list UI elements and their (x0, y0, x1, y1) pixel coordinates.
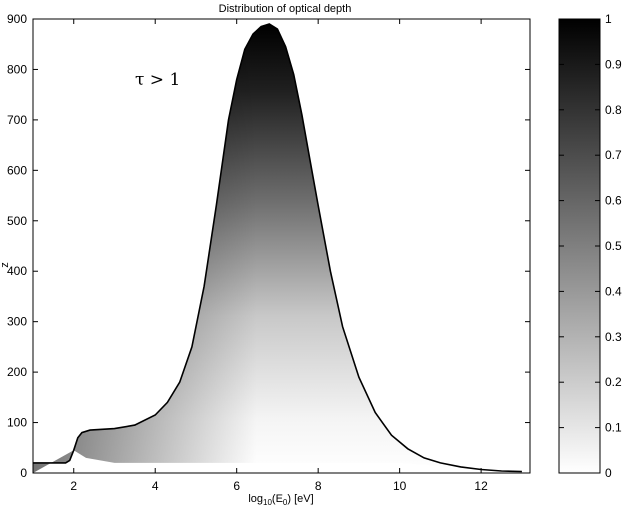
tau-region-shading (33, 24, 530, 473)
y-tick-label: 800 (7, 62, 27, 76)
chart-title: Distribution of optical depth (219, 3, 352, 15)
colorbar-tick-label: 0.4 (605, 284, 622, 298)
y-tick-label: 300 (7, 315, 27, 329)
colorbar-tick-label: 0.2 (605, 375, 622, 389)
y-axis-label: z (0, 262, 11, 268)
y-tick-label: 500 (7, 214, 27, 228)
y-tick-label: 900 (7, 12, 27, 26)
x-axis-ticks: 2 4 6 8 10 12 (70, 19, 488, 493)
colorbar-tick-label: 0.6 (605, 194, 622, 208)
colorbar-tick-label: 0.7 (605, 148, 622, 162)
y-tick-label: 700 (7, 113, 27, 127)
x-tick-label: 8 (315, 479, 322, 493)
colorbar-tick-label: 0.5 (605, 239, 622, 253)
colorbar-ticks: 0 0.1 0.2 0.3 0.4 0.5 0.6 0.7 0.8 0.9 1 (559, 12, 622, 480)
y-axis-ticks: 0 100 200 300 400 500 600 700 800 900 (7, 12, 530, 480)
tau-annotation: τ > 1 (135, 70, 180, 90)
y-tick-label: 100 (7, 416, 27, 430)
colorbar-tick-label: 0.1 (605, 421, 622, 435)
colorbar-tick-label: 0 (605, 466, 612, 480)
x-axis-label: log10(E0) [eV] (248, 493, 313, 507)
tau-boundary-line (33, 23, 522, 473)
y-tick-label: 600 (7, 163, 27, 177)
x-tick-label: 10 (393, 479, 407, 493)
x-tick-label: 4 (152, 479, 159, 493)
x-tick-label: 6 (233, 479, 240, 493)
colorbar-tick-label: 0.9 (605, 57, 622, 71)
y-tick-label: 400 (7, 264, 27, 278)
colorbar: 0 0.1 0.2 0.3 0.4 0.5 0.6 0.7 0.8 0.9 1 (558, 12, 622, 480)
colorbar-tick-label: 0.3 (605, 330, 622, 344)
colorbar-gradient (558, 18, 601, 474)
y-tick-label: 0 (20, 466, 27, 480)
colorbar-tick-label: 0.8 (605, 103, 622, 117)
x-tick-label: 12 (474, 479, 488, 493)
y-tick-label: 200 (7, 365, 27, 379)
plot-area (33, 23, 530, 473)
x-tick-label: 2 (70, 479, 77, 493)
colorbar-tick-label: 1 (605, 12, 612, 26)
plot-frame (32, 18, 531, 474)
